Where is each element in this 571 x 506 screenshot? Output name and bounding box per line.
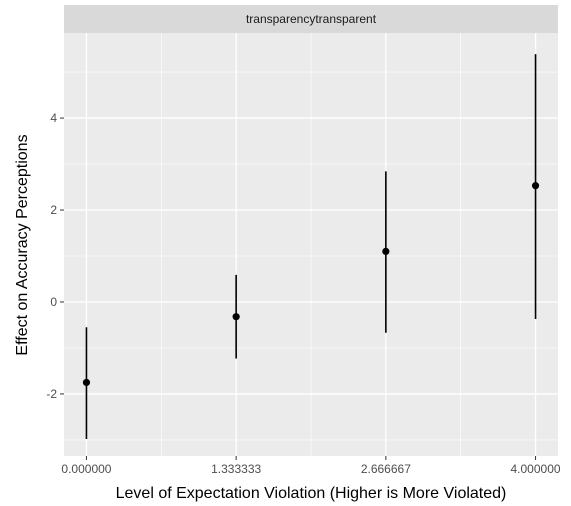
- data-point: [531, 182, 540, 190]
- y-axis-title: Effect on Accuracy Perceptions: [14, 134, 31, 355]
- facet-label: transparencytransparent: [246, 12, 377, 26]
- x-axis-title: Level of Expectation Violation (Higher i…: [116, 485, 507, 502]
- x-tick-label: 4.000000: [511, 462, 561, 476]
- y-axis: -2 0 2 4: [46, 111, 64, 401]
- y-tick-label: 4: [50, 111, 57, 125]
- y-tick-label: 2: [50, 203, 57, 217]
- y-tick-label: -2: [46, 387, 57, 401]
- strip-background: [64, 5, 558, 33]
- y-tick-label: 0: [50, 295, 57, 309]
- x-axis: 0.000000 1.333333 2.666667 4.000000: [61, 456, 561, 476]
- data-point: [382, 247, 390, 255]
- data-points: [82, 182, 540, 387]
- x-tick-label: 1.333333: [211, 462, 261, 476]
- data-point: [82, 378, 91, 387]
- x-tick-label: 2.666667: [361, 462, 411, 476]
- data-point: [232, 313, 240, 321]
- x-tick-label: 0.000000: [61, 462, 111, 476]
